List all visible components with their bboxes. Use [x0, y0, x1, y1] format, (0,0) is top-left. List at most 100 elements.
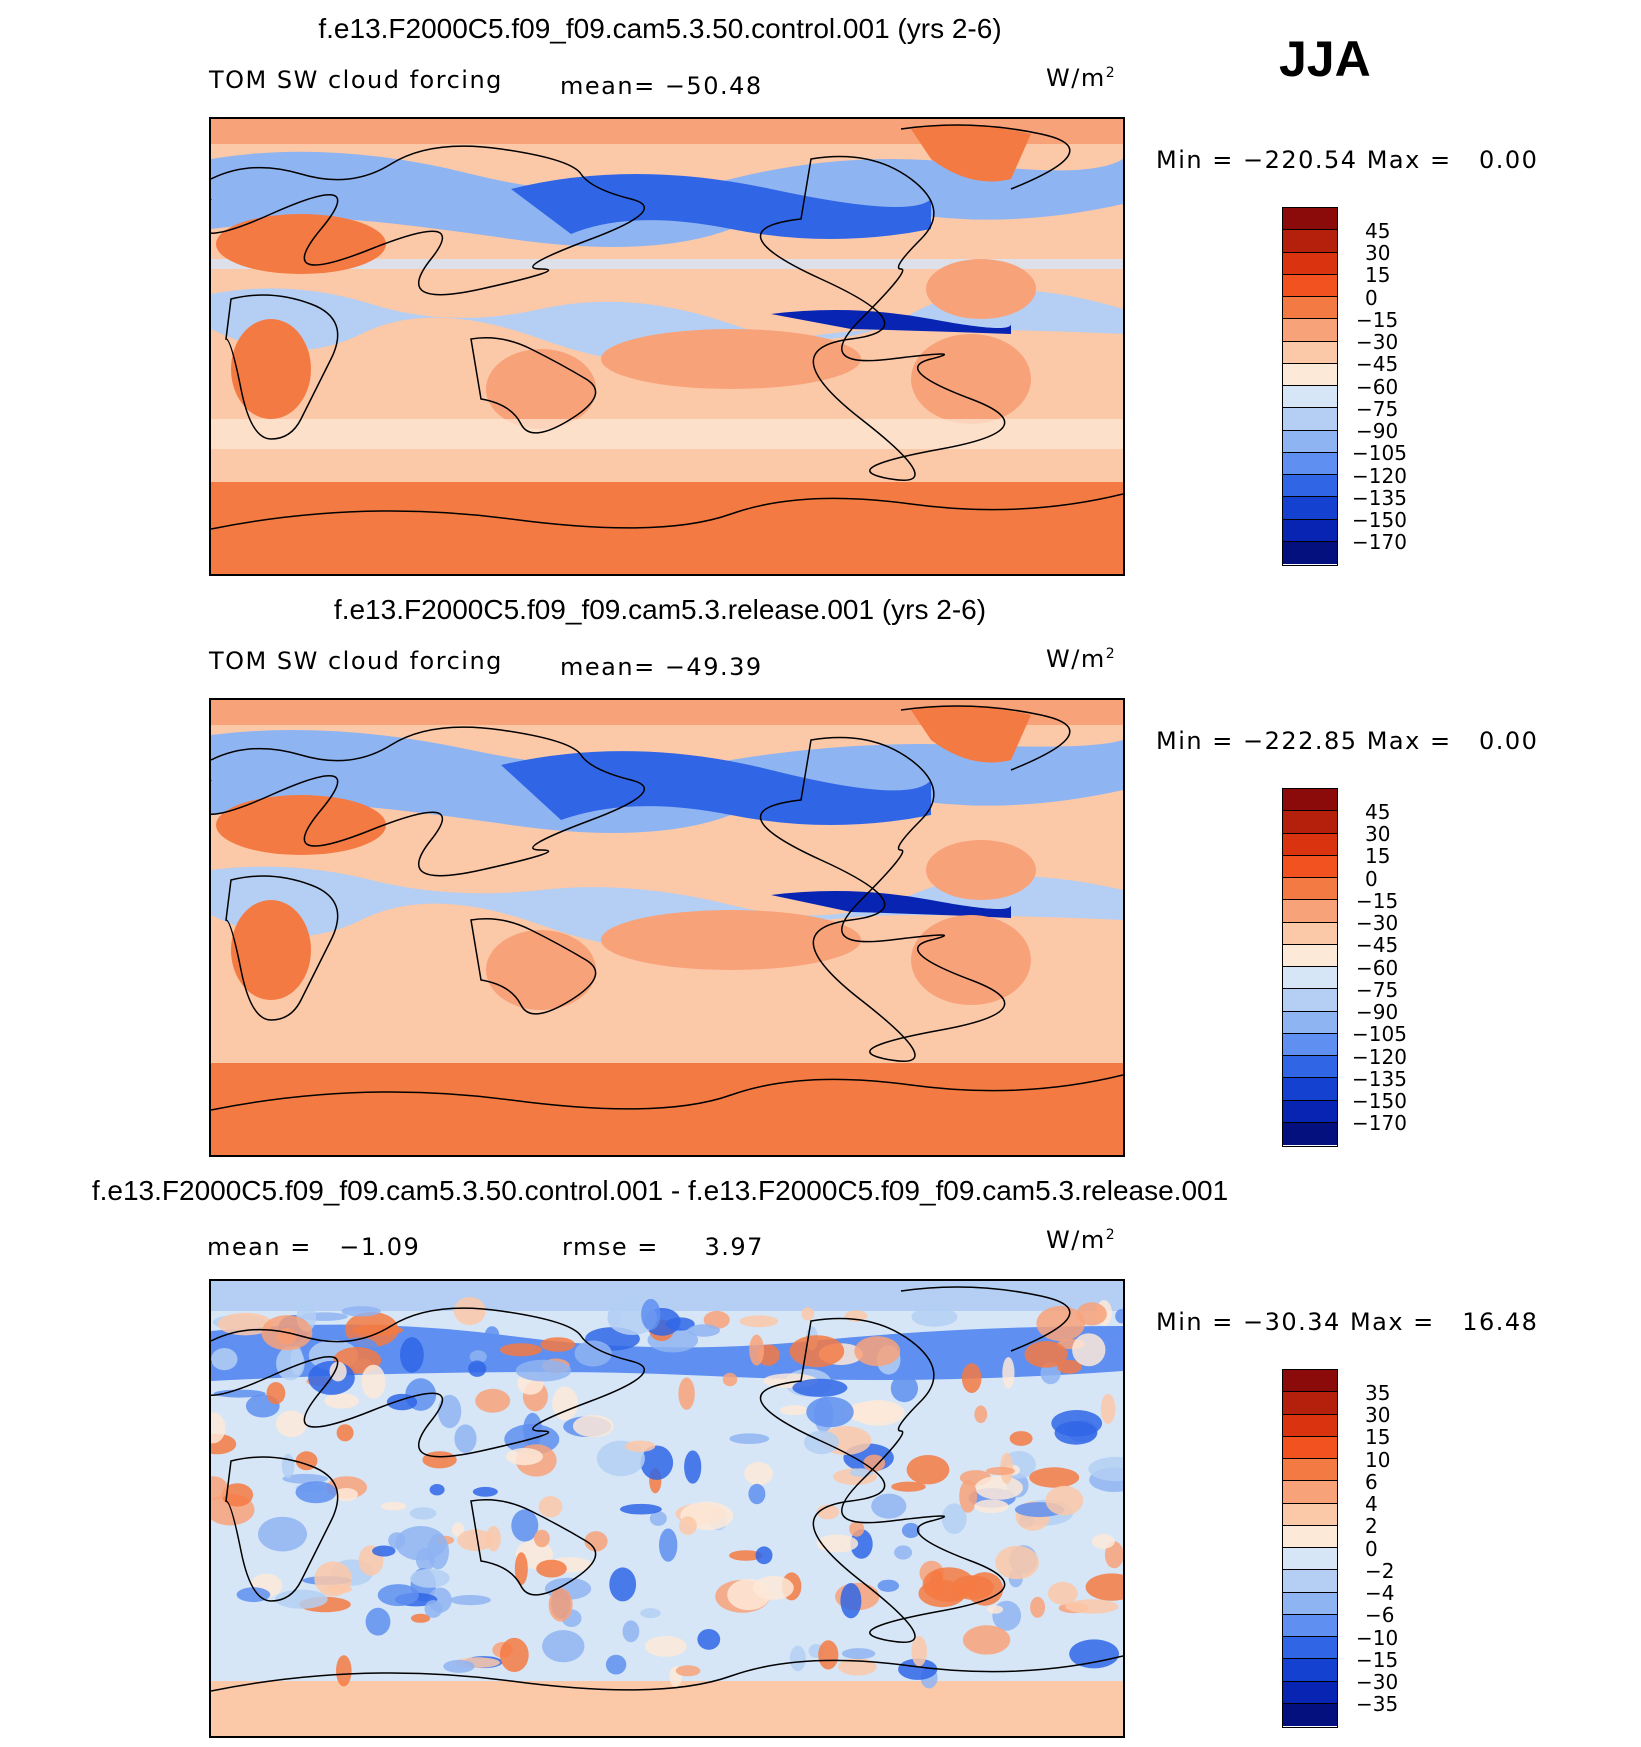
anomaly-blob [974, 1406, 987, 1424]
colorbar-swatch [1283, 453, 1337, 475]
panel1-units-sup: 2 [1106, 65, 1116, 81]
colorbar-swatch [1283, 1370, 1337, 1392]
colorbar-tick-label: −10 [1356, 1626, 1398, 1650]
panel3-mean-value: −1.09 [339, 1233, 420, 1261]
colorbar-swatch [1283, 1078, 1337, 1100]
colorbar-tick-label: −15 [1356, 308, 1398, 332]
panel1-max-label: Max = [1367, 146, 1452, 174]
anomaly-blob [1030, 1597, 1045, 1618]
colorbar-swatch [1283, 1101, 1337, 1123]
anomaly-blob [911, 1307, 957, 1327]
panel1-title: f.e13.F2000C5.f09_f09.cam5.3.50.control.… [0, 13, 1320, 45]
anomaly-blob [962, 1363, 982, 1393]
colorbar-swatch [1283, 342, 1337, 364]
colorbar-tick-label: −4 [1365, 1581, 1394, 1605]
colorbar-swatch [1283, 811, 1337, 833]
anomaly-blob [804, 1431, 839, 1455]
anomaly-blob [744, 1462, 773, 1485]
anomaly-blob [290, 1346, 303, 1375]
colorbar-tick-label: −75 [1356, 397, 1398, 421]
colorbar-swatch [1283, 408, 1337, 430]
anomaly-blob [625, 1441, 655, 1452]
colorbar-swatch [1283, 989, 1337, 1011]
anomaly-blob [676, 1665, 701, 1676]
anomaly-blob [1069, 1639, 1119, 1668]
anomaly-blob [296, 1481, 337, 1503]
colorbar-tick-label: −150 [1352, 1089, 1407, 1113]
panel1-variable: TOM SW cloud forcing [209, 66, 503, 94]
anomaly-blob [801, 1307, 814, 1320]
anomaly-blob [539, 1496, 563, 1518]
colorbar-swatch [1283, 386, 1337, 408]
anomaly-blob [641, 1299, 660, 1330]
anomaly-blob [729, 1433, 769, 1444]
colorbar-tick-label: 30 [1365, 822, 1390, 846]
colorbar-swatch [1283, 1415, 1337, 1437]
anomaly-blob [454, 1297, 486, 1325]
anomaly-blob [780, 1405, 808, 1415]
anomaly-blob [536, 1560, 567, 1578]
colorbar-tick-label: −105 [1352, 441, 1407, 465]
colorbar-tick-label: −120 [1352, 1045, 1407, 1069]
colorbar-tick-label: −60 [1356, 956, 1398, 980]
panel1-minmax: Min = −220.54 Max = 0.00 [1156, 146, 1538, 174]
anomaly-blob [1077, 1302, 1107, 1325]
panel1-mean-label: mean= [560, 72, 656, 100]
panel1-units-text: W/m [1046, 64, 1106, 92]
colorbar-swatch [1283, 364, 1337, 386]
anomaly-blob [410, 1569, 450, 1588]
anomaly-blob [1092, 1534, 1115, 1549]
colorbar-swatch [1283, 856, 1337, 878]
colorbar-swatch [1283, 1459, 1337, 1481]
anomaly-blob [516, 1360, 571, 1382]
anomaly-blob [640, 1608, 661, 1618]
colorbar-swatch [1283, 1548, 1337, 1570]
colorbar-tick-label: 0 [1365, 867, 1378, 891]
panel2-mean-label: mean= [560, 653, 656, 681]
anomaly-blob [336, 1655, 352, 1686]
anomaly-blob [542, 1630, 584, 1662]
anomaly-blob [549, 1588, 573, 1621]
panel2-units-sup: 2 [1106, 646, 1116, 662]
colorbar-swatch [1283, 967, 1337, 989]
anomaly-blob [573, 1415, 614, 1437]
colorbar-tick-label: 15 [1365, 844, 1390, 868]
anomaly-blob [659, 1528, 677, 1561]
colorbar-swatch [1283, 1012, 1337, 1034]
colorbar-swatch [1283, 900, 1337, 922]
panel1-mean: mean= −50.48 [560, 72, 763, 100]
panel3-title: f.e13.F2000C5.f09_f09.cam5.3.50.control.… [0, 1175, 1320, 1207]
colorbar-swatch [1283, 1682, 1337, 1704]
anomaly-blob [930, 1570, 944, 1596]
colorbar-tick-label: −35 [1356, 1692, 1398, 1716]
anomaly-blob [790, 1646, 806, 1672]
colorbar-swatch [1283, 275, 1337, 297]
colorbar-tick-label: −30 [1356, 1670, 1398, 1694]
colorbar-tick-label: 45 [1365, 219, 1390, 243]
anomaly-blob [842, 1648, 875, 1659]
anomaly-blob [276, 1411, 307, 1438]
panel1-colorbar [1282, 207, 1338, 566]
anomaly-blob [749, 1335, 764, 1366]
anomaly-blob [959, 1480, 977, 1513]
anomaly-blob [963, 1625, 1010, 1654]
colorbar-swatch [1283, 208, 1337, 230]
colorbar-tick-label: −120 [1352, 464, 1407, 488]
panel1-mean-value: −50.48 [665, 72, 763, 100]
anomaly-blob [1002, 1357, 1014, 1389]
panel3-mean-label: mean = [207, 1233, 312, 1261]
anomaly-blob [366, 1608, 391, 1636]
colorbar-tick-label: −30 [1356, 330, 1398, 354]
colorbar-swatch [1283, 497, 1337, 519]
panel3-units: W/m2 [1046, 1226, 1116, 1254]
panel2-min-label: Min = [1156, 727, 1234, 755]
colorbar-tick-label: −75 [1356, 978, 1398, 1002]
anomaly-blob [974, 1500, 1009, 1514]
panel3-min-label: Min = [1156, 1308, 1234, 1336]
colorbar-tick-label: 15 [1365, 263, 1390, 287]
anomaly-blob [723, 1373, 738, 1387]
anomaly-blob [995, 1546, 1039, 1580]
anomaly-blob [986, 1467, 1015, 1475]
colorbar-swatch [1283, 1593, 1337, 1615]
colorbar-tick-label: 35 [1365, 1381, 1390, 1405]
